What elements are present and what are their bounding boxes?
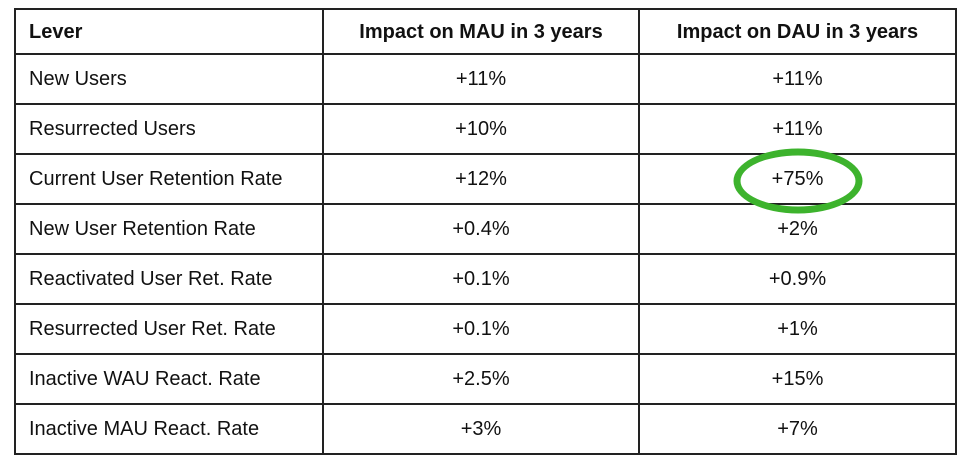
- mau-value-cell: +0.1%: [322, 303, 640, 355]
- table-row-resurrected-user-ret-rate: Resurrected User Ret. Rate +0.1% +1%: [14, 303, 957, 355]
- dau-value-cell: +11%: [638, 103, 957, 155]
- circled-value: +75%: [771, 168, 824, 190]
- lever-cell: New User Retention Rate: [14, 203, 324, 255]
- table-row-inactive-wau-react-rate: Inactive WAU React. Rate +2.5% +15%: [14, 353, 957, 405]
- column-header-lever: Lever: [14, 8, 324, 55]
- table-row-current-user-retention-rate: Current User Retention Rate +12% +75%: [14, 148, 957, 214]
- dau-value-cell-highlighted: +75%: [638, 148, 957, 214]
- column-header-mau-impact: Impact on MAU in 3 years: [322, 8, 640, 55]
- column-header-dau-impact: Impact on DAU in 3 years: [638, 8, 957, 55]
- dau-value-cell: +0.9%: [638, 253, 957, 305]
- mau-value-cell: +2.5%: [322, 353, 640, 405]
- dau-value-cell: +2%: [638, 203, 957, 255]
- table-row-resurrected-users: Resurrected Users +10% +11%: [14, 103, 957, 155]
- table-header: Lever Impact on MAU in 3 years Impact on…: [14, 8, 957, 55]
- mau-value-cell: +0.4%: [322, 203, 640, 255]
- mau-value-cell: +12%: [322, 153, 640, 205]
- dau-value-cell: +11%: [638, 53, 957, 105]
- lever-cell: Resurrected Users: [14, 103, 324, 155]
- impact-table: Lever Impact on MAU in 3 years Impact on…: [14, 8, 957, 455]
- table-row-new-users: New Users +11% +11%: [14, 53, 957, 105]
- lever-cell: Resurrected User Ret. Rate: [14, 303, 324, 355]
- mau-value-cell: +11%: [322, 53, 640, 105]
- lever-cell: New Users: [14, 53, 324, 105]
- lever-cell: Inactive WAU React. Rate: [14, 353, 324, 405]
- mau-value-cell: +0.1%: [322, 253, 640, 305]
- dau-value-cell: +1%: [638, 303, 957, 355]
- table-row-inactive-mau-react-rate: Inactive MAU React. Rate +3% +7%: [14, 403, 957, 455]
- lever-cell: Reactivated User Ret. Rate: [14, 253, 324, 305]
- mau-value-cell: +3%: [322, 403, 640, 455]
- lever-cell: Current User Retention Rate: [14, 153, 324, 205]
- dau-value-cell: +15%: [638, 353, 957, 405]
- table-row-reactivated-user-ret-rate: Reactivated User Ret. Rate +0.1% +0.9%: [14, 253, 957, 305]
- header-row: Lever Impact on MAU in 3 years Impact on…: [14, 8, 957, 55]
- impact-table-container: Lever Impact on MAU in 3 years Impact on…: [14, 8, 957, 455]
- mau-value-cell: +10%: [322, 103, 640, 155]
- table-body: New Users +11% +11% Resurrected Users +1…: [14, 53, 957, 455]
- dau-value-cell: +7%: [638, 403, 957, 455]
- lever-cell: Inactive MAU React. Rate: [14, 403, 324, 455]
- table-row-new-user-retention-rate: New User Retention Rate +0.4% +2%: [14, 203, 957, 255]
